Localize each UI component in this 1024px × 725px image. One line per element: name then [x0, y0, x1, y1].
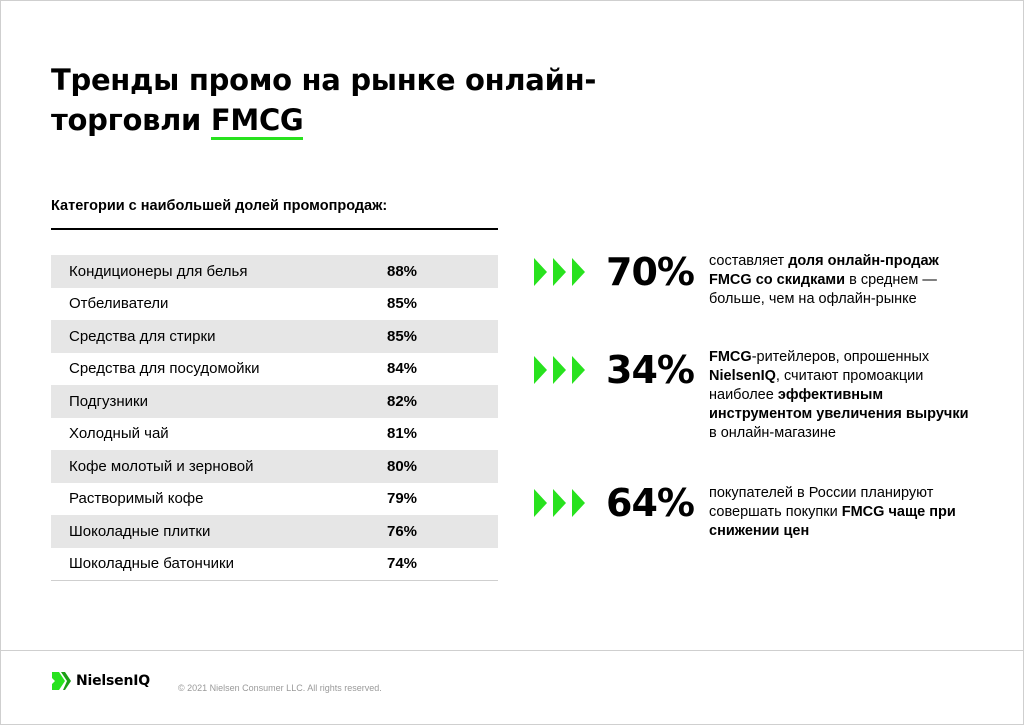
category-name: Средства для стирки	[69, 327, 216, 345]
stat-text-bold: NielsenIQ	[709, 368, 776, 384]
category-value: 79%	[387, 490, 418, 508]
page-title: Тренды промо на рынке онлайн- торговли F…	[51, 60, 691, 140]
category-value: 74%	[387, 555, 418, 573]
title-line-1: Тренды промо на рынке онлайн-	[51, 63, 597, 97]
stat-text: в онлайн-магазине	[709, 425, 836, 441]
category-name: Отбеливатели	[69, 295, 169, 313]
stat-text-bold: FMCG	[709, 349, 752, 365]
title-line-2: торговли	[51, 103, 211, 137]
category-name: Шоколадные батончики	[69, 555, 234, 573]
stat-text: составляет	[709, 253, 789, 269]
category-value: 80%	[387, 457, 418, 475]
copyright-text: © 2021 Nielsen Consumer LLC. All rights …	[178, 683, 382, 693]
stat-text: , считают промоакции наиболее	[709, 368, 924, 403]
table-row: Холодный чай 81%	[51, 418, 498, 451]
triple-chevron-arrow-icon	[534, 258, 590, 291]
stat-text: -ритейлеров, опрошенных	[751, 349, 930, 365]
table-row: Средства для стирки 85%	[51, 320, 498, 353]
brand-name: NielsenIQ	[76, 673, 150, 689]
category-name: Кофе молотый и зерновой	[69, 457, 254, 475]
stat-text-bold: FMCG чаще при снижении цен	[709, 504, 956, 539]
stat-value: 34%	[606, 348, 695, 392]
table-row: Кофе молотый и зерновой 80%	[51, 450, 498, 483]
table-row: Шоколадные плитки 76%	[51, 515, 498, 548]
table-row: Средства для посудомойки 84%	[51, 353, 498, 386]
nielseniq-logo-icon	[52, 672, 71, 690]
stat-text: покупателей в России планируют совершать…	[709, 485, 934, 520]
stat-description: FMCG-ритейлеров, опрошенных NielsenIQ, с…	[709, 348, 969, 443]
table-row: Отбеливатели 85%	[51, 288, 498, 321]
nielseniq-logo: NielsenIQ	[52, 672, 150, 690]
stat-description: составляет доля онлайн-продаж FMCG со ск…	[709, 252, 969, 309]
categories-table: Кондиционеры для белья 88% Отбеливатели 85%…	[51, 255, 498, 581]
stat-value: 64%	[606, 481, 695, 525]
triple-chevron-arrow-icon	[534, 356, 590, 389]
category-name: Растворимый кофе	[69, 490, 204, 508]
triple-chevron-arrow-icon	[534, 489, 590, 522]
stat-description: покупателей в России планируют совершать…	[709, 484, 969, 541]
footer-divider	[0, 650, 1024, 651]
category-value: 82%	[387, 392, 418, 410]
table-row: Подгузники 82%	[51, 385, 498, 418]
category-value: 85%	[387, 295, 418, 313]
category-value: 76%	[387, 522, 418, 540]
table-row: Шоколадные батончики 74%	[51, 548, 498, 581]
category-name: Холодный чай	[69, 425, 169, 443]
category-value: 81%	[387, 425, 418, 443]
title-highlight: FMCG	[210, 103, 304, 140]
category-value: 88%	[387, 262, 418, 280]
category-name: Подгузники	[69, 392, 148, 410]
stat-value: 70%	[606, 250, 695, 294]
categories-heading: Категории с наибольшей долей промопродаж…	[51, 198, 498, 230]
category-name: Кондиционеры для белья	[69, 262, 248, 280]
stat-text-bold: доля онлайн-продаж FMCG со скидками	[709, 253, 939, 288]
category-name: Средства для посудомойки	[69, 360, 260, 378]
category-name: Шоколадные плитки	[69, 522, 211, 540]
table-row: Кондиционеры для белья 88%	[51, 255, 498, 288]
category-value: 85%	[387, 327, 418, 345]
stat-text: в среднем — больше, чем на офлайн-рынке	[709, 272, 937, 307]
table-row: Растворимый кофе 79%	[51, 483, 498, 516]
category-value: 84%	[387, 360, 418, 378]
stat-text-bold: эффективным инструментом увеличения выру…	[709, 387, 969, 422]
